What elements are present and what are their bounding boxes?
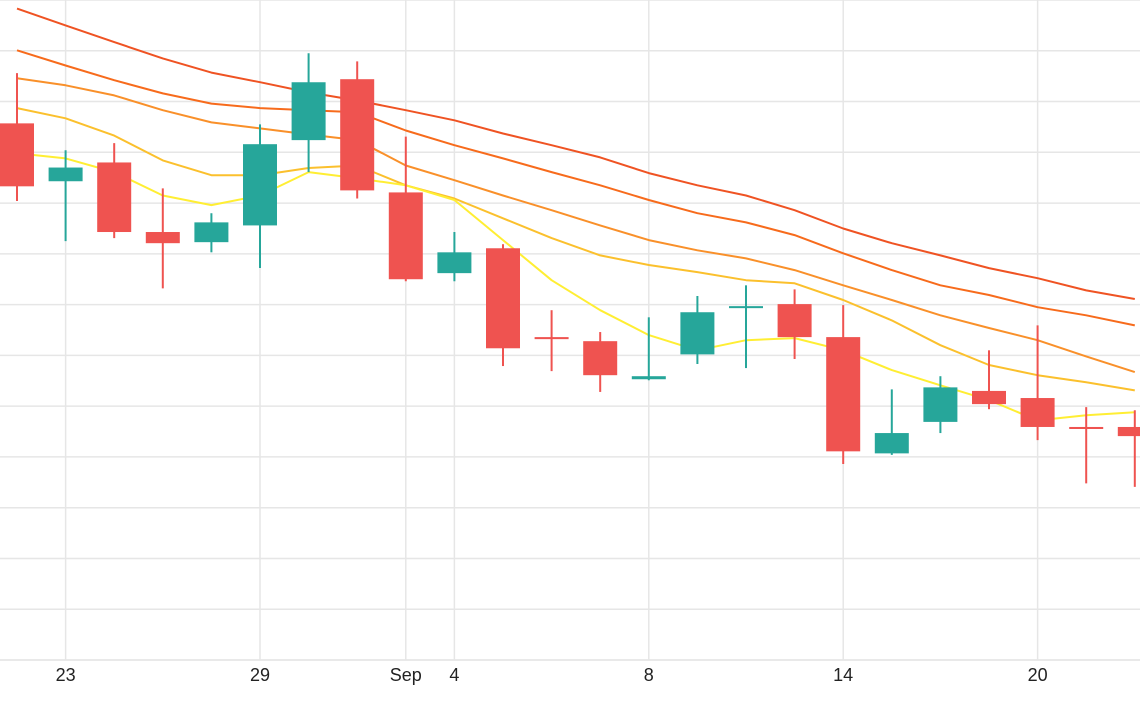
candle-body xyxy=(291,82,326,141)
candle-body xyxy=(243,144,277,226)
x-tick-label: 23 xyxy=(56,665,76,685)
x-tick-label: 4 xyxy=(449,665,459,685)
candle-body xyxy=(97,162,132,233)
candle-body xyxy=(729,306,763,309)
candle-body xyxy=(777,304,812,338)
moving-average-line xyxy=(16,49,1136,327)
candle-body xyxy=(340,79,375,191)
moving-average-line xyxy=(16,107,1135,392)
candle-body xyxy=(437,252,472,274)
candle-body xyxy=(1069,426,1104,429)
candle-body xyxy=(0,123,34,187)
candle-body xyxy=(680,312,715,355)
moving-average-line xyxy=(16,152,1135,422)
moving-average-line xyxy=(16,77,1136,374)
candle-body xyxy=(534,337,569,340)
candle-body xyxy=(486,248,520,349)
moving-average-line xyxy=(16,7,1135,300)
candle-body xyxy=(1020,398,1055,427)
x-tick-label: Sep xyxy=(390,665,422,685)
candle-body xyxy=(583,341,618,376)
candle-body xyxy=(48,167,83,182)
x-tick-label: 20 xyxy=(1028,665,1048,685)
candle-body xyxy=(923,387,958,422)
candle-body xyxy=(826,337,861,452)
candle-body xyxy=(194,222,229,243)
x-tick-label: 14 xyxy=(833,665,853,685)
candle-body xyxy=(145,232,180,244)
x-tick-label: 8 xyxy=(644,665,654,685)
candle-body xyxy=(388,192,423,280)
candle-body xyxy=(874,433,909,454)
candle-body xyxy=(631,376,666,380)
candle-body xyxy=(972,390,1006,405)
x-tick-label: 29 xyxy=(250,665,270,685)
candle-body xyxy=(1117,426,1140,437)
